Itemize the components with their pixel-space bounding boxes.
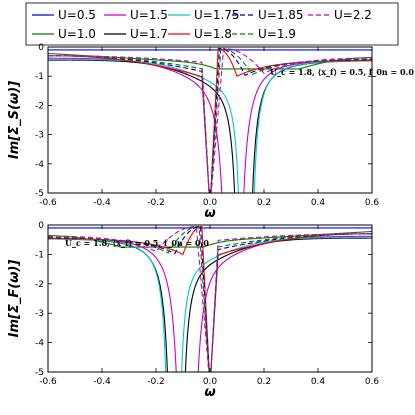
plot-area	[48, 47, 372, 193]
series-line-u-1-85	[48, 225, 372, 372]
x-tick-label: -0.4	[93, 377, 111, 387]
x-tick-label: 0.4	[311, 198, 326, 208]
y-tick-label: -4	[35, 339, 44, 349]
y-tick-label: -5	[35, 189, 44, 199]
x-tick-label: 0.2	[257, 198, 271, 208]
x-tick-label: 0.0	[203, 377, 218, 387]
series-line-u-1-75	[48, 236, 372, 372]
x-tick-label: 0.6	[365, 377, 380, 387]
x-tick-label: 0.0	[203, 198, 218, 208]
y-axis-label: Im[Σ_S(ω)]	[7, 81, 22, 159]
y-tick-label: 0	[38, 221, 44, 231]
x-tick-label: -0.4	[93, 198, 111, 208]
legend-label: U=1.5	[130, 8, 168, 22]
legend-label: U=2.2	[334, 8, 372, 22]
legend-frame	[25, 2, 399, 46]
series-line-u-1-75	[48, 58, 372, 193]
x-tick-label: -0.2	[147, 198, 165, 208]
legend-label: U=0.5	[58, 8, 96, 22]
plot-area	[48, 225, 372, 372]
x-tick-label: -0.6	[39, 198, 57, 208]
y-tick-label: -3	[35, 131, 44, 141]
x-axis-label: ω	[204, 385, 215, 400]
legend-label: U=1.7	[130, 27, 168, 41]
x-tick-label: 0.6	[365, 198, 380, 208]
series-line-u-1-0	[48, 230, 372, 248]
series-line-u-1-9	[48, 225, 372, 372]
panel-self-energy-s: -0.6 -0.4 -0.2 0.0 0.2 0.4 0.6 -5 -4 -3 -2 -1 0 ω Im[Σ…	[7, 43, 414, 221]
y-axis-label: Im[Σ_F(ω)]	[7, 260, 22, 338]
panel-self-energy-f: -0.6 -0.4 -0.2 0.0 0.2 0.4 0.6 -5 -4 -3 -2 -1 0 ω Im[Σ…	[7, 221, 380, 400]
legend-label: U=1.9	[258, 27, 296, 41]
y-tick-label: -1	[35, 72, 44, 82]
series-line-u-1-0	[48, 52, 372, 70]
y-tick-label: -2	[35, 101, 44, 111]
y-tick-label: -3	[35, 309, 44, 319]
x-tick-label: -0.6	[39, 377, 57, 387]
y-tick-label: -5	[35, 368, 44, 378]
series-line-u-1-8	[48, 225, 372, 372]
legend-label: U=1.0	[58, 27, 96, 41]
legend-label: U=1.85	[258, 8, 304, 22]
x-tick-label: 0.4	[311, 377, 326, 387]
legend-label: U=1.75	[194, 8, 240, 22]
y-tick-label: -2	[35, 280, 44, 290]
y-tick-label: -1	[35, 250, 44, 260]
annotation: U_c = 1.8, ⟨x_f⟩ = 0.5, f_0n = 0.0	[270, 67, 414, 77]
series-line-u-2-2	[48, 225, 372, 372]
series-line-u-2-2	[48, 47, 372, 193]
x-tick-label: 0.2	[257, 377, 271, 387]
legend: U=0.5 U=1.0 U=1.5 U=1.7 U=1.75 U=1.8 U=1.85 U=1…	[25, 2, 399, 46]
legend-label: U=1.8	[194, 27, 232, 41]
y-tick-label: -4	[35, 160, 44, 170]
y-tick-label: 0	[38, 43, 44, 53]
x-tick-label: -0.2	[147, 377, 165, 387]
x-axis-label: ω	[204, 206, 215, 221]
annotation: U_c = 1.8, ⟨x_f⟩ = 0.5, f_0n = 0.0	[65, 238, 209, 248]
